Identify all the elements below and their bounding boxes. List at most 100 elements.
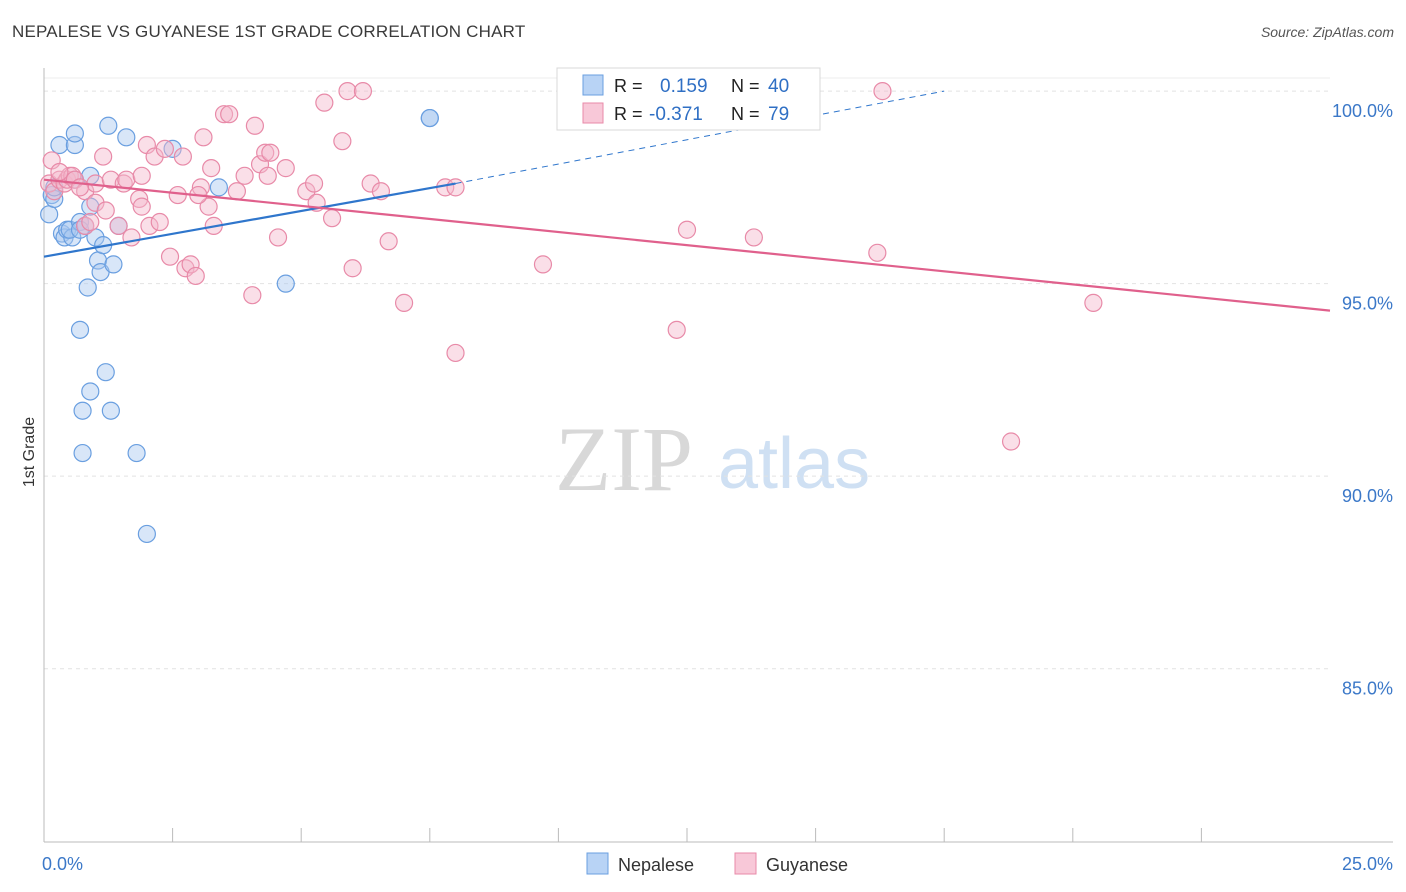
nepalese-point — [163, 139, 182, 158]
y-tick-label: 85.0% — [1342, 679, 1393, 699]
legend-label-guyanese: Guyanese — [766, 855, 848, 875]
guyanese-point — [1001, 432, 1021, 451]
guyanese-point — [868, 243, 887, 262]
nepalese-point — [137, 524, 156, 544]
guyanese-point — [109, 216, 128, 235]
y-axis-label: 1st Grade — [21, 417, 38, 487]
x-tick-label: 25.0% — [1342, 854, 1393, 874]
guyanese-point — [261, 143, 280, 162]
nepalese-point — [73, 401, 92, 420]
guyanese-point — [677, 220, 697, 239]
guyanese-point — [160, 247, 180, 266]
nepalese-point — [99, 116, 118, 135]
nepalese-trend-extension — [455, 90, 945, 185]
guyanese-point — [533, 255, 553, 274]
y-tick-label: 100.0% — [1332, 101, 1393, 121]
guyanese-point — [173, 147, 192, 166]
legend-swatch-guyanese-stats — [582, 102, 604, 124]
x-tick-label: 0.0% — [42, 854, 83, 874]
guyanese-point — [343, 259, 362, 278]
guyanese-point — [258, 166, 277, 185]
legend-swatch-guyanese — [734, 852, 757, 875]
guyanese-point — [227, 182, 246, 201]
legend-n-value-2: 79 — [768, 104, 789, 125]
guyanese-point — [199, 197, 218, 216]
guyanese-point — [667, 320, 686, 339]
guyanese-point — [132, 166, 151, 185]
guyanese-point — [446, 343, 465, 363]
guyanese-point — [140, 216, 159, 235]
guyanese-trend-line — [43, 178, 1331, 312]
guyanese-point — [81, 212, 100, 232]
guyanese-point — [304, 174, 324, 193]
guyanese-point — [94, 147, 113, 166]
nepalese-point — [117, 128, 136, 147]
nepalese-point — [78, 278, 97, 297]
nepalese-point — [209, 178, 228, 197]
legend-n-label-1: N = — [731, 76, 760, 96]
y-tick-label: 90.0% — [1342, 486, 1393, 506]
watermark-atlas: atlas — [718, 424, 870, 504]
nepalese-trend-line — [43, 182, 456, 258]
nepalese-point — [73, 443, 92, 463]
guyanese-point — [150, 212, 169, 232]
chart-title: NEPALESE VS GUYANESE 1ST GRADE CORRELATI… — [12, 22, 526, 41]
nepalese-point — [81, 382, 100, 401]
guyanese-point — [194, 128, 213, 147]
legend-n-label-2: N = — [731, 104, 760, 124]
guyanese-point — [268, 228, 288, 247]
guyanese-point — [186, 266, 205, 286]
guyanese-point — [220, 105, 239, 124]
nepalese-point — [276, 274, 295, 293]
nepalese-point — [50, 135, 69, 155]
legend-r-value-2: -0.371 — [649, 104, 703, 125]
guyanese-point — [361, 174, 380, 193]
guyanese-point — [333, 132, 352, 151]
legend-r-value-1: 0.159 — [660, 76, 708, 97]
guyanese-point — [50, 162, 69, 182]
guyanese-point — [1084, 293, 1103, 312]
watermark-zip: ZIP — [555, 408, 693, 510]
guyanese-point — [96, 201, 115, 220]
guyanese-point — [276, 159, 295, 178]
nepalese-point — [96, 363, 115, 382]
guyanese-point — [315, 93, 334, 112]
guyanese-point — [132, 197, 151, 216]
nepalese-point — [127, 443, 146, 463]
guyanese-point — [245, 116, 265, 135]
guyanese-point — [181, 255, 200, 274]
grid-lines — [44, 77, 1330, 670]
guyanese-point — [70, 178, 90, 197]
guyanese-point — [202, 159, 221, 178]
legend-r-label-1: R = — [614, 76, 643, 96]
guyanese-point — [86, 193, 105, 212]
nepalese-point — [420, 108, 439, 128]
guyanese-point — [297, 182, 316, 201]
legend-n-value-1: 40 — [768, 76, 789, 97]
trend-lines — [43, 90, 1331, 312]
guyanese-point — [394, 293, 414, 312]
nepalese-point — [101, 401, 120, 420]
legend-swatch-nepalese-stats — [582, 74, 604, 96]
guyanese-point — [45, 182, 64, 201]
nepalese-point — [40, 205, 59, 224]
guyanese-point — [873, 82, 892, 101]
nepalese-point — [70, 320, 90, 339]
y-tick-label: 95.0% — [1342, 294, 1393, 314]
series-legend: Nepalese Guyanese — [586, 852, 848, 875]
data-points — [40, 82, 1103, 544]
guyanese-point — [243, 286, 262, 305]
legend-label-nepalese: Nepalese — [618, 855, 694, 875]
guyanese-point — [168, 185, 187, 205]
nepalese-point — [65, 124, 84, 143]
guyanese-point — [256, 143, 275, 162]
legend-swatch-nepalese — [586, 852, 609, 875]
guyanese-point — [117, 170, 136, 189]
guyanese-point — [235, 166, 254, 185]
guyanese-point — [155, 139, 174, 158]
legend-r-label-2: R = — [614, 104, 643, 124]
guyanese-point — [379, 232, 398, 251]
nepalese-point — [104, 255, 123, 274]
guyanese-point — [122, 228, 141, 247]
